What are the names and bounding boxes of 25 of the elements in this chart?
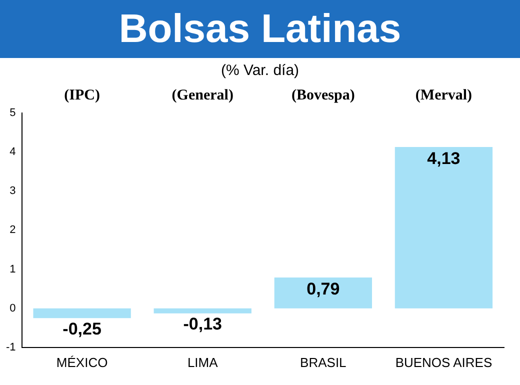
text: (IPC)	[64, 87, 100, 104]
x-tick-label: BUENOS AIRES	[395, 354, 492, 370]
text: (General)	[172, 87, 234, 104]
chart-title: Bolsas Latinas	[0, 0, 520, 58]
x-tick-label: LIMA	[187, 354, 218, 370]
y-tick-label: 3	[10, 185, 16, 198]
y-tick-label: 0	[10, 302, 16, 314]
data-label: -0,25	[62, 319, 102, 338]
y-tick-label: 2	[10, 224, 16, 236]
text: (Bovespa)	[291, 87, 355, 104]
bar	[274, 277, 372, 308]
bar	[394, 146, 493, 308]
y-tick-label: 5	[10, 107, 16, 120]
x-tick-label: MÉXICO	[56, 354, 108, 370]
bar	[154, 308, 252, 314]
bar	[33, 308, 131, 318]
y-tick-label: 4	[10, 146, 16, 158]
data-label: 4,13	[427, 149, 460, 168]
y-tick-label: -1	[6, 341, 16, 354]
x-tick-label: BRASIL	[300, 354, 346, 370]
data-label: 0,79	[306, 280, 340, 299]
text: (Merval)	[415, 87, 472, 104]
data-label: -0,13	[183, 314, 222, 334]
y-tick-label: 1	[10, 263, 16, 276]
chart-subtitle: (% Var. día)	[220, 62, 300, 79]
